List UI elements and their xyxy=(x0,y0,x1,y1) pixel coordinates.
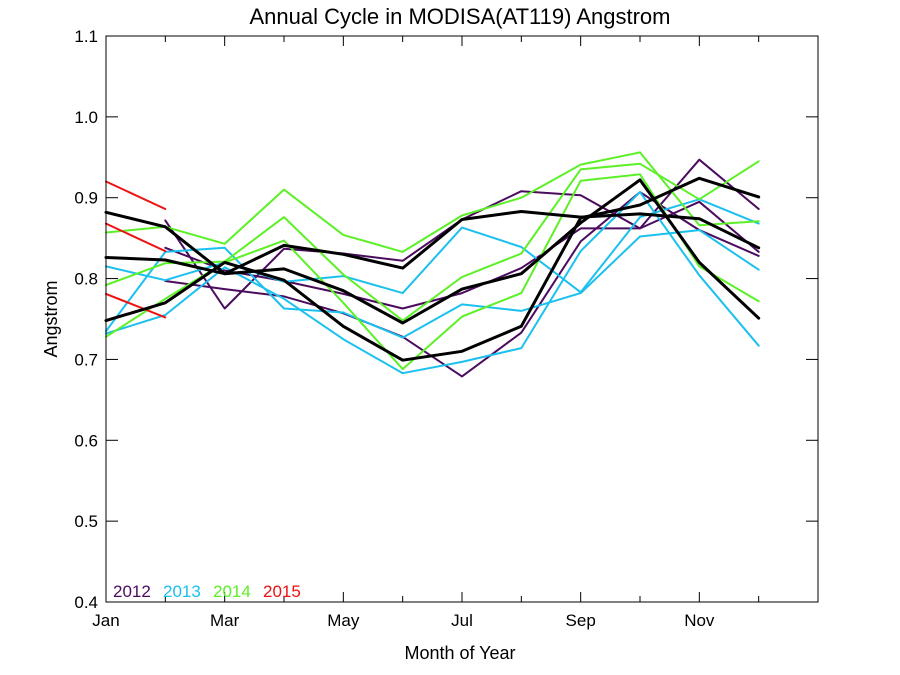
series-line-6 xyxy=(105,191,760,375)
series-line-15 xyxy=(104,176,761,362)
series-line-8 xyxy=(105,160,760,322)
y-tick-label: 0.7 xyxy=(74,350,98,369)
x-tick-label: Jul xyxy=(451,611,473,630)
plot-frame xyxy=(105,35,819,603)
series-line-11 xyxy=(105,222,167,253)
series-line-12 xyxy=(105,292,167,319)
legend-entry-2012: 2012 xyxy=(113,582,151,601)
series-line-13 xyxy=(104,178,761,325)
legend-entry-2014: 2014 xyxy=(213,582,251,601)
y-tick-label: 0.4 xyxy=(74,593,98,612)
ticks-layer: 0.4 0.5 0.6 0.7 0.8 0.9 1.0 1.1 Jan Mar May Jul Sep N… xyxy=(74,27,818,630)
x-axis-label: Month of Year xyxy=(404,643,515,663)
legend-entry-2013: 2013 xyxy=(163,582,201,601)
series-line-14 xyxy=(104,210,761,276)
series-line-5 xyxy=(105,229,760,339)
legend-entry-2015: 2015 xyxy=(263,582,301,601)
x-tick-label: Nov xyxy=(684,611,715,630)
x-tick-label: Mar xyxy=(210,611,240,630)
legend: 2012 2013 2014 2015 xyxy=(113,582,301,601)
y-tick-label: 0.8 xyxy=(74,270,98,289)
y-axis-label: Angstrom xyxy=(41,280,61,357)
series-line-7 xyxy=(105,151,760,253)
x-tick-label: Sep xyxy=(566,611,596,630)
x-tick-label: May xyxy=(327,611,360,630)
series-line-10 xyxy=(105,180,167,210)
x-tick-label: Jan xyxy=(92,611,119,630)
y-tick-label: 0.9 xyxy=(74,189,98,208)
y-tick-label: 0.6 xyxy=(74,431,98,450)
y-tick-label: 1.0 xyxy=(74,108,98,127)
chart-title: Annual Cycle in MODISA(AT119) Angstrom xyxy=(249,4,670,29)
y-tick-label: 1.1 xyxy=(74,27,98,46)
series-layer xyxy=(104,151,761,378)
y-tick-label: 0.5 xyxy=(74,512,98,531)
